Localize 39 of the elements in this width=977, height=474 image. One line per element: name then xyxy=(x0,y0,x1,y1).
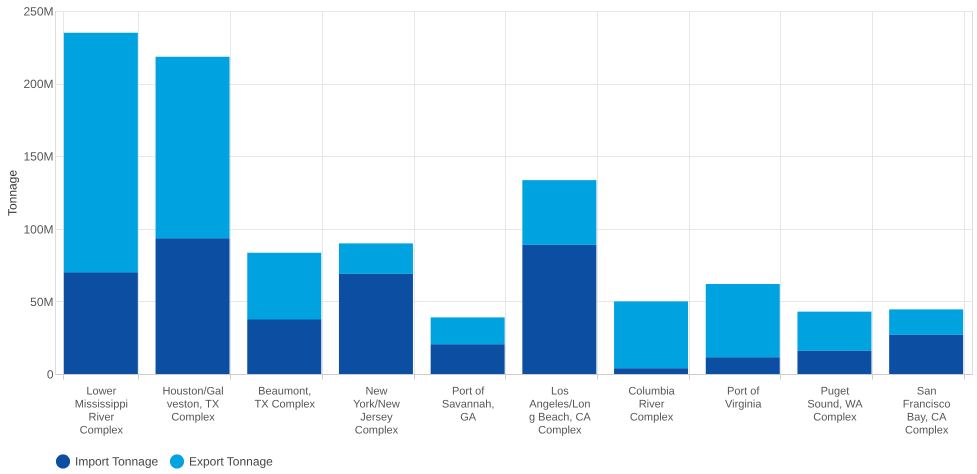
bar xyxy=(614,301,688,368)
y-tick-label: 0 xyxy=(46,368,54,382)
bar xyxy=(430,317,505,344)
bar xyxy=(64,32,138,272)
x-tick-label: San Francisco Bay, CA Complex xyxy=(902,386,950,436)
bar xyxy=(614,368,688,374)
bar xyxy=(156,238,230,374)
x-tick-label: Los Angeles/Long Beach, CA Complex xyxy=(528,386,592,436)
bar xyxy=(797,312,872,351)
y-axis-title: Tonnage xyxy=(5,170,20,216)
bar xyxy=(338,274,413,374)
legend-label: Export Tonnage xyxy=(189,454,274,468)
bar xyxy=(706,357,780,374)
bar xyxy=(247,320,322,374)
y-tick-label: 50M xyxy=(30,294,54,309)
y-tick-label: 150M xyxy=(23,150,54,164)
y-tick-label: 100M xyxy=(23,222,54,236)
x-tick-label: Port of Savannah, GA xyxy=(442,386,494,424)
bar xyxy=(64,272,138,374)
bar xyxy=(338,243,413,274)
bar xyxy=(430,344,505,374)
x-tick-label: New York/New Jersey Complex xyxy=(353,386,400,436)
x-tick-label: Puget Sound, WA Complex xyxy=(807,386,864,424)
bar xyxy=(247,252,322,320)
y-tick-label: 200M xyxy=(23,77,54,92)
bar xyxy=(889,309,964,335)
x-tick-label: Columbia River Complex xyxy=(628,386,676,424)
bar xyxy=(156,56,230,238)
bar xyxy=(706,284,780,358)
bar xyxy=(522,244,596,374)
legend-label: Import Tonnage xyxy=(75,454,158,468)
bar xyxy=(889,334,964,374)
x-tick-label: Houston/Galveston, TX Complex xyxy=(162,386,224,424)
y-tick-label: 250M xyxy=(23,4,54,18)
bar xyxy=(522,180,596,245)
bar xyxy=(797,350,872,374)
x-tick-label: Lower Mississippi River Complex xyxy=(74,386,128,436)
x-tick-label: Beaumont, TX Complex xyxy=(254,386,316,410)
x-tick-label: Port of Virginia xyxy=(725,386,762,410)
